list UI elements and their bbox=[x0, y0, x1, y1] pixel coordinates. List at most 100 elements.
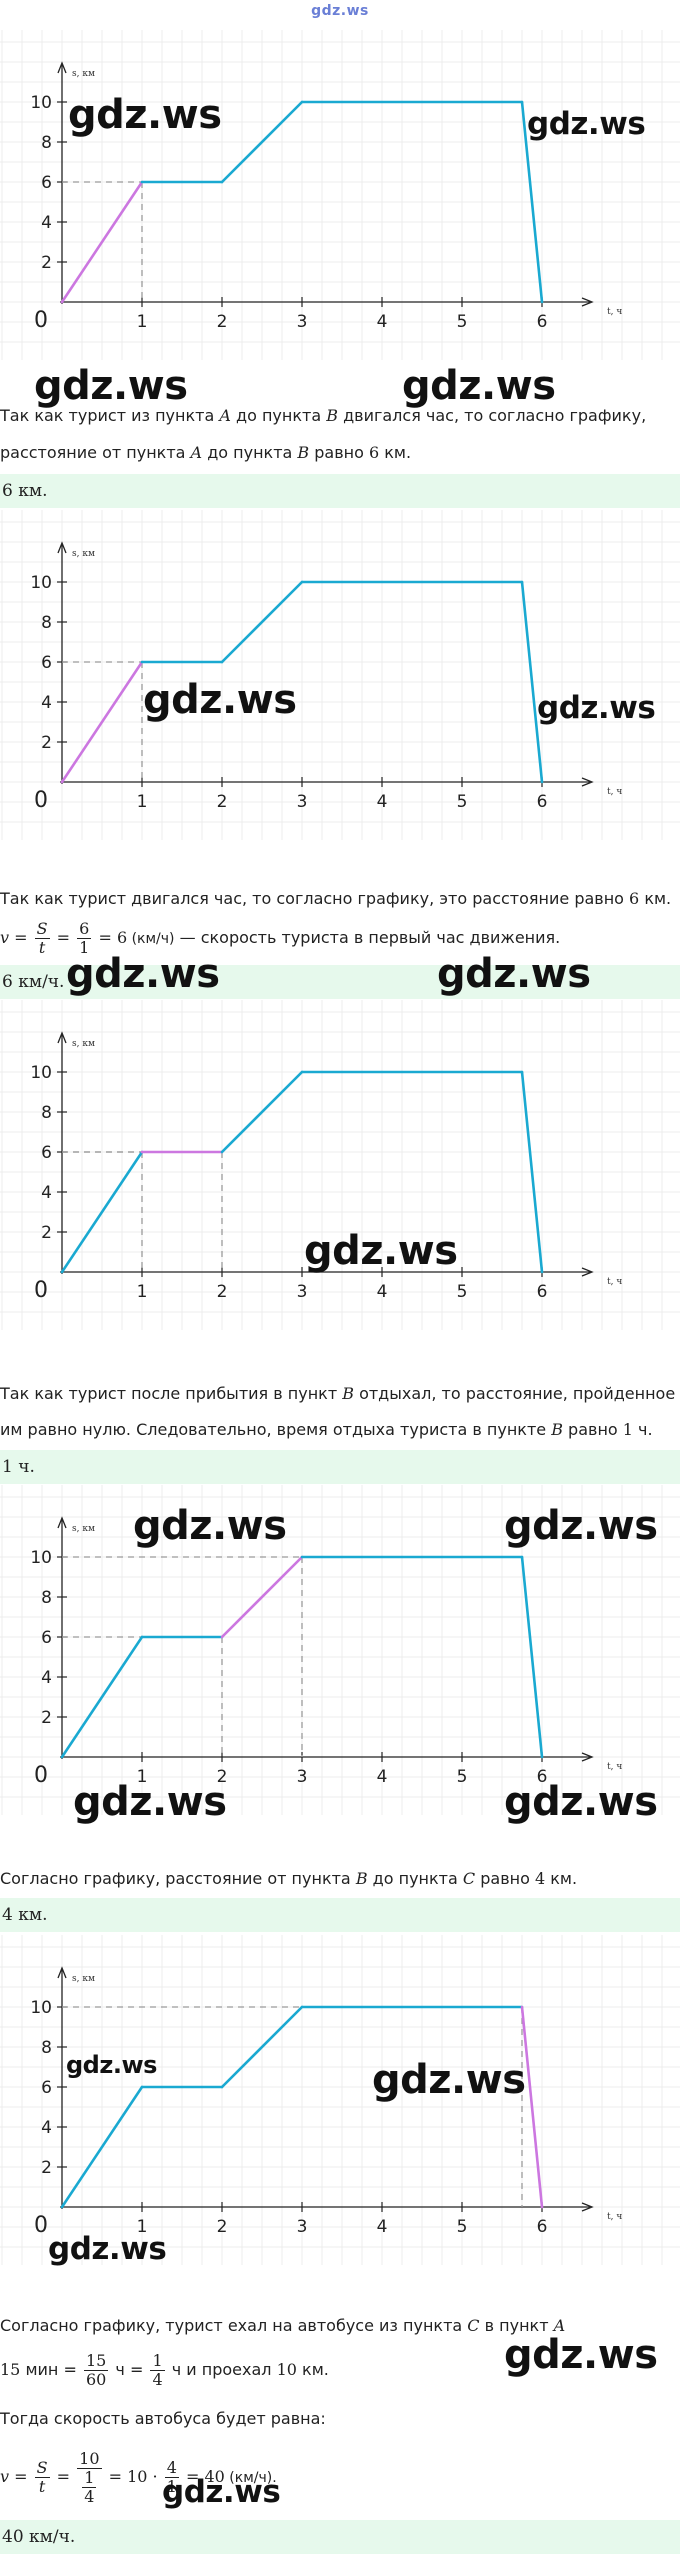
watermark: gdz.ws bbox=[504, 1503, 658, 1549]
section-2-line-1: Так как турист двигался час, то согласно… bbox=[0, 889, 672, 908]
distance-time-graph: s, км t, ч 0 1 2 3 4 5 6 2 4 6 8 10 bbox=[0, 1000, 680, 1330]
watermark: gdz.ws bbox=[504, 2332, 658, 2378]
origin-label: 0 bbox=[34, 1763, 48, 1788]
x-axis-label: t, ч bbox=[607, 307, 622, 317]
y-tick-label: 4 bbox=[41, 1668, 52, 1688]
watermark: gdz.ws bbox=[537, 690, 656, 726]
x-tick-label: 4 bbox=[377, 2217, 388, 2237]
section-1-line-2: расстояние от пункта A до пункта B равно… bbox=[0, 443, 412, 462]
y-tick-label: 8 bbox=[41, 1588, 52, 1608]
x-tick-label: 2 bbox=[217, 792, 228, 812]
y-tick-label: 4 bbox=[41, 693, 52, 713]
x-tick-label: 5 bbox=[457, 792, 468, 812]
graph-2: s, км t, ч 0 1 2 3 4 5 6 2 4 6 8 10 bbox=[0, 510, 680, 840]
x-axis-label: t, ч bbox=[607, 1277, 622, 1287]
y-axis-label: s, км bbox=[72, 1524, 95, 1534]
y-tick-label: 10 bbox=[30, 573, 52, 593]
path-segment bbox=[220, 580, 304, 664]
x-axis-arrow bbox=[581, 2202, 594, 2212]
x-axis-label: t, ч bbox=[607, 787, 622, 797]
x-tick-label: 4 bbox=[377, 1767, 388, 1787]
x-axis-arrow bbox=[581, 1267, 594, 1277]
graph-5: s, км t, ч 0 1 2 3 4 5 6 2 4 6 8 10 bbox=[0, 1935, 680, 2265]
section-1-line-1: Так как турист из пункта A до пункта B д… bbox=[0, 406, 647, 425]
y-tick-label: 6 bbox=[41, 1143, 52, 1163]
watermark: gdz.ws bbox=[162, 2474, 281, 2510]
distance-time-graph: s, км t, ч 0 1 2 3 4 5 6 2 4 6 8 10 bbox=[0, 510, 680, 840]
watermark: gdz.ws bbox=[527, 106, 646, 142]
y-axis-arrow bbox=[57, 1966, 67, 1979]
x-tick-label: 2 bbox=[217, 1282, 228, 1302]
path-segment bbox=[220, 100, 304, 184]
answer-4: 4 км. bbox=[0, 1898, 680, 1932]
origin-label: 0 bbox=[34, 308, 48, 333]
y-tick-label: 8 bbox=[41, 2038, 52, 2058]
origin-label: 0 bbox=[34, 2213, 48, 2238]
y-tick-label: 10 bbox=[30, 1548, 52, 1568]
grid bbox=[0, 1935, 680, 2265]
watermark: gdz.ws bbox=[402, 363, 556, 409]
grid bbox=[0, 1000, 680, 1330]
y-tick-label: 10 bbox=[30, 1998, 52, 2018]
y-axis-label: s, км bbox=[72, 69, 95, 79]
path-segment bbox=[60, 1150, 144, 1274]
y-tick-label: 4 bbox=[41, 1183, 52, 1203]
watermark: gdz.ws bbox=[73, 1779, 227, 1825]
distance-time-graph: s, км t, ч 0 1 2 3 4 5 6 2 4 6 8 10 bbox=[0, 30, 680, 360]
y-axis-arrow bbox=[57, 541, 67, 554]
x-axis-arrow bbox=[581, 1752, 594, 1762]
distance-time-graph: s, км t, ч 0 1 2 3 4 5 6 2 4 6 8 10 bbox=[0, 1485, 680, 1815]
origin-label: 0 bbox=[34, 788, 48, 813]
x-tick-label: 5 bbox=[457, 1282, 468, 1302]
x-axis-arrow bbox=[581, 297, 594, 307]
x-tick-label: 3 bbox=[297, 1282, 308, 1302]
highlighted-segment bbox=[60, 180, 144, 304]
answer-1: 6 км. bbox=[0, 474, 680, 508]
grid bbox=[0, 510, 680, 840]
watermark: gdz.ws bbox=[66, 2051, 157, 2079]
x-tick-label: 5 bbox=[457, 2217, 468, 2237]
watermark: gdz.ws bbox=[68, 92, 222, 138]
y-tick-label: 2 bbox=[41, 2158, 52, 2178]
x-tick-label: 2 bbox=[217, 1767, 228, 1787]
y-tick-label: 4 bbox=[41, 2118, 52, 2138]
y-axis-arrow bbox=[57, 61, 67, 74]
path-segment bbox=[60, 2085, 144, 2209]
y-tick-label: 10 bbox=[30, 93, 52, 113]
highlighted-segment bbox=[220, 1555, 304, 1639]
watermark: gdz.ws bbox=[66, 951, 220, 997]
x-tick-label: 1 bbox=[137, 2217, 148, 2237]
watermark: gdz.ws bbox=[48, 2231, 167, 2267]
path-segment bbox=[220, 2005, 304, 2089]
x-axis-label: t, ч bbox=[607, 2212, 622, 2222]
x-axis-label: t, ч bbox=[607, 1762, 622, 1772]
origin-label: 0 bbox=[34, 1278, 48, 1303]
answer-2: 6 км/ч. bbox=[0, 965, 680, 999]
watermark: gdz.ws bbox=[437, 951, 591, 997]
y-tick-label: 8 bbox=[41, 1103, 52, 1123]
watermark: gdz.ws bbox=[34, 363, 188, 409]
x-tick-label: 4 bbox=[377, 1282, 388, 1302]
y-axis-label: s, км bbox=[72, 549, 95, 559]
x-tick-label: 5 bbox=[457, 1767, 468, 1787]
site-logo[interactable]: gdz.ws bbox=[311, 3, 369, 19]
x-axis-arrow bbox=[581, 777, 594, 787]
y-axis-label: s, км bbox=[72, 1039, 95, 1049]
path-segment bbox=[220, 1070, 304, 1154]
y-tick-label: 4 bbox=[41, 213, 52, 233]
x-tick-label: 1 bbox=[137, 1282, 148, 1302]
site-header: gdz.ws bbox=[0, 0, 680, 22]
section-4-line-1: Согласно графику, расстояние от пункта B… bbox=[0, 1869, 578, 1888]
x-tick-label: 1 bbox=[137, 1767, 148, 1787]
y-tick-label: 8 bbox=[41, 613, 52, 633]
fraction: 15 60 bbox=[83, 2351, 109, 2389]
x-tick-label: 6 bbox=[537, 312, 548, 332]
section-3-line-2: им равно нулю. Следовательно, время отды… bbox=[0, 1420, 653, 1439]
